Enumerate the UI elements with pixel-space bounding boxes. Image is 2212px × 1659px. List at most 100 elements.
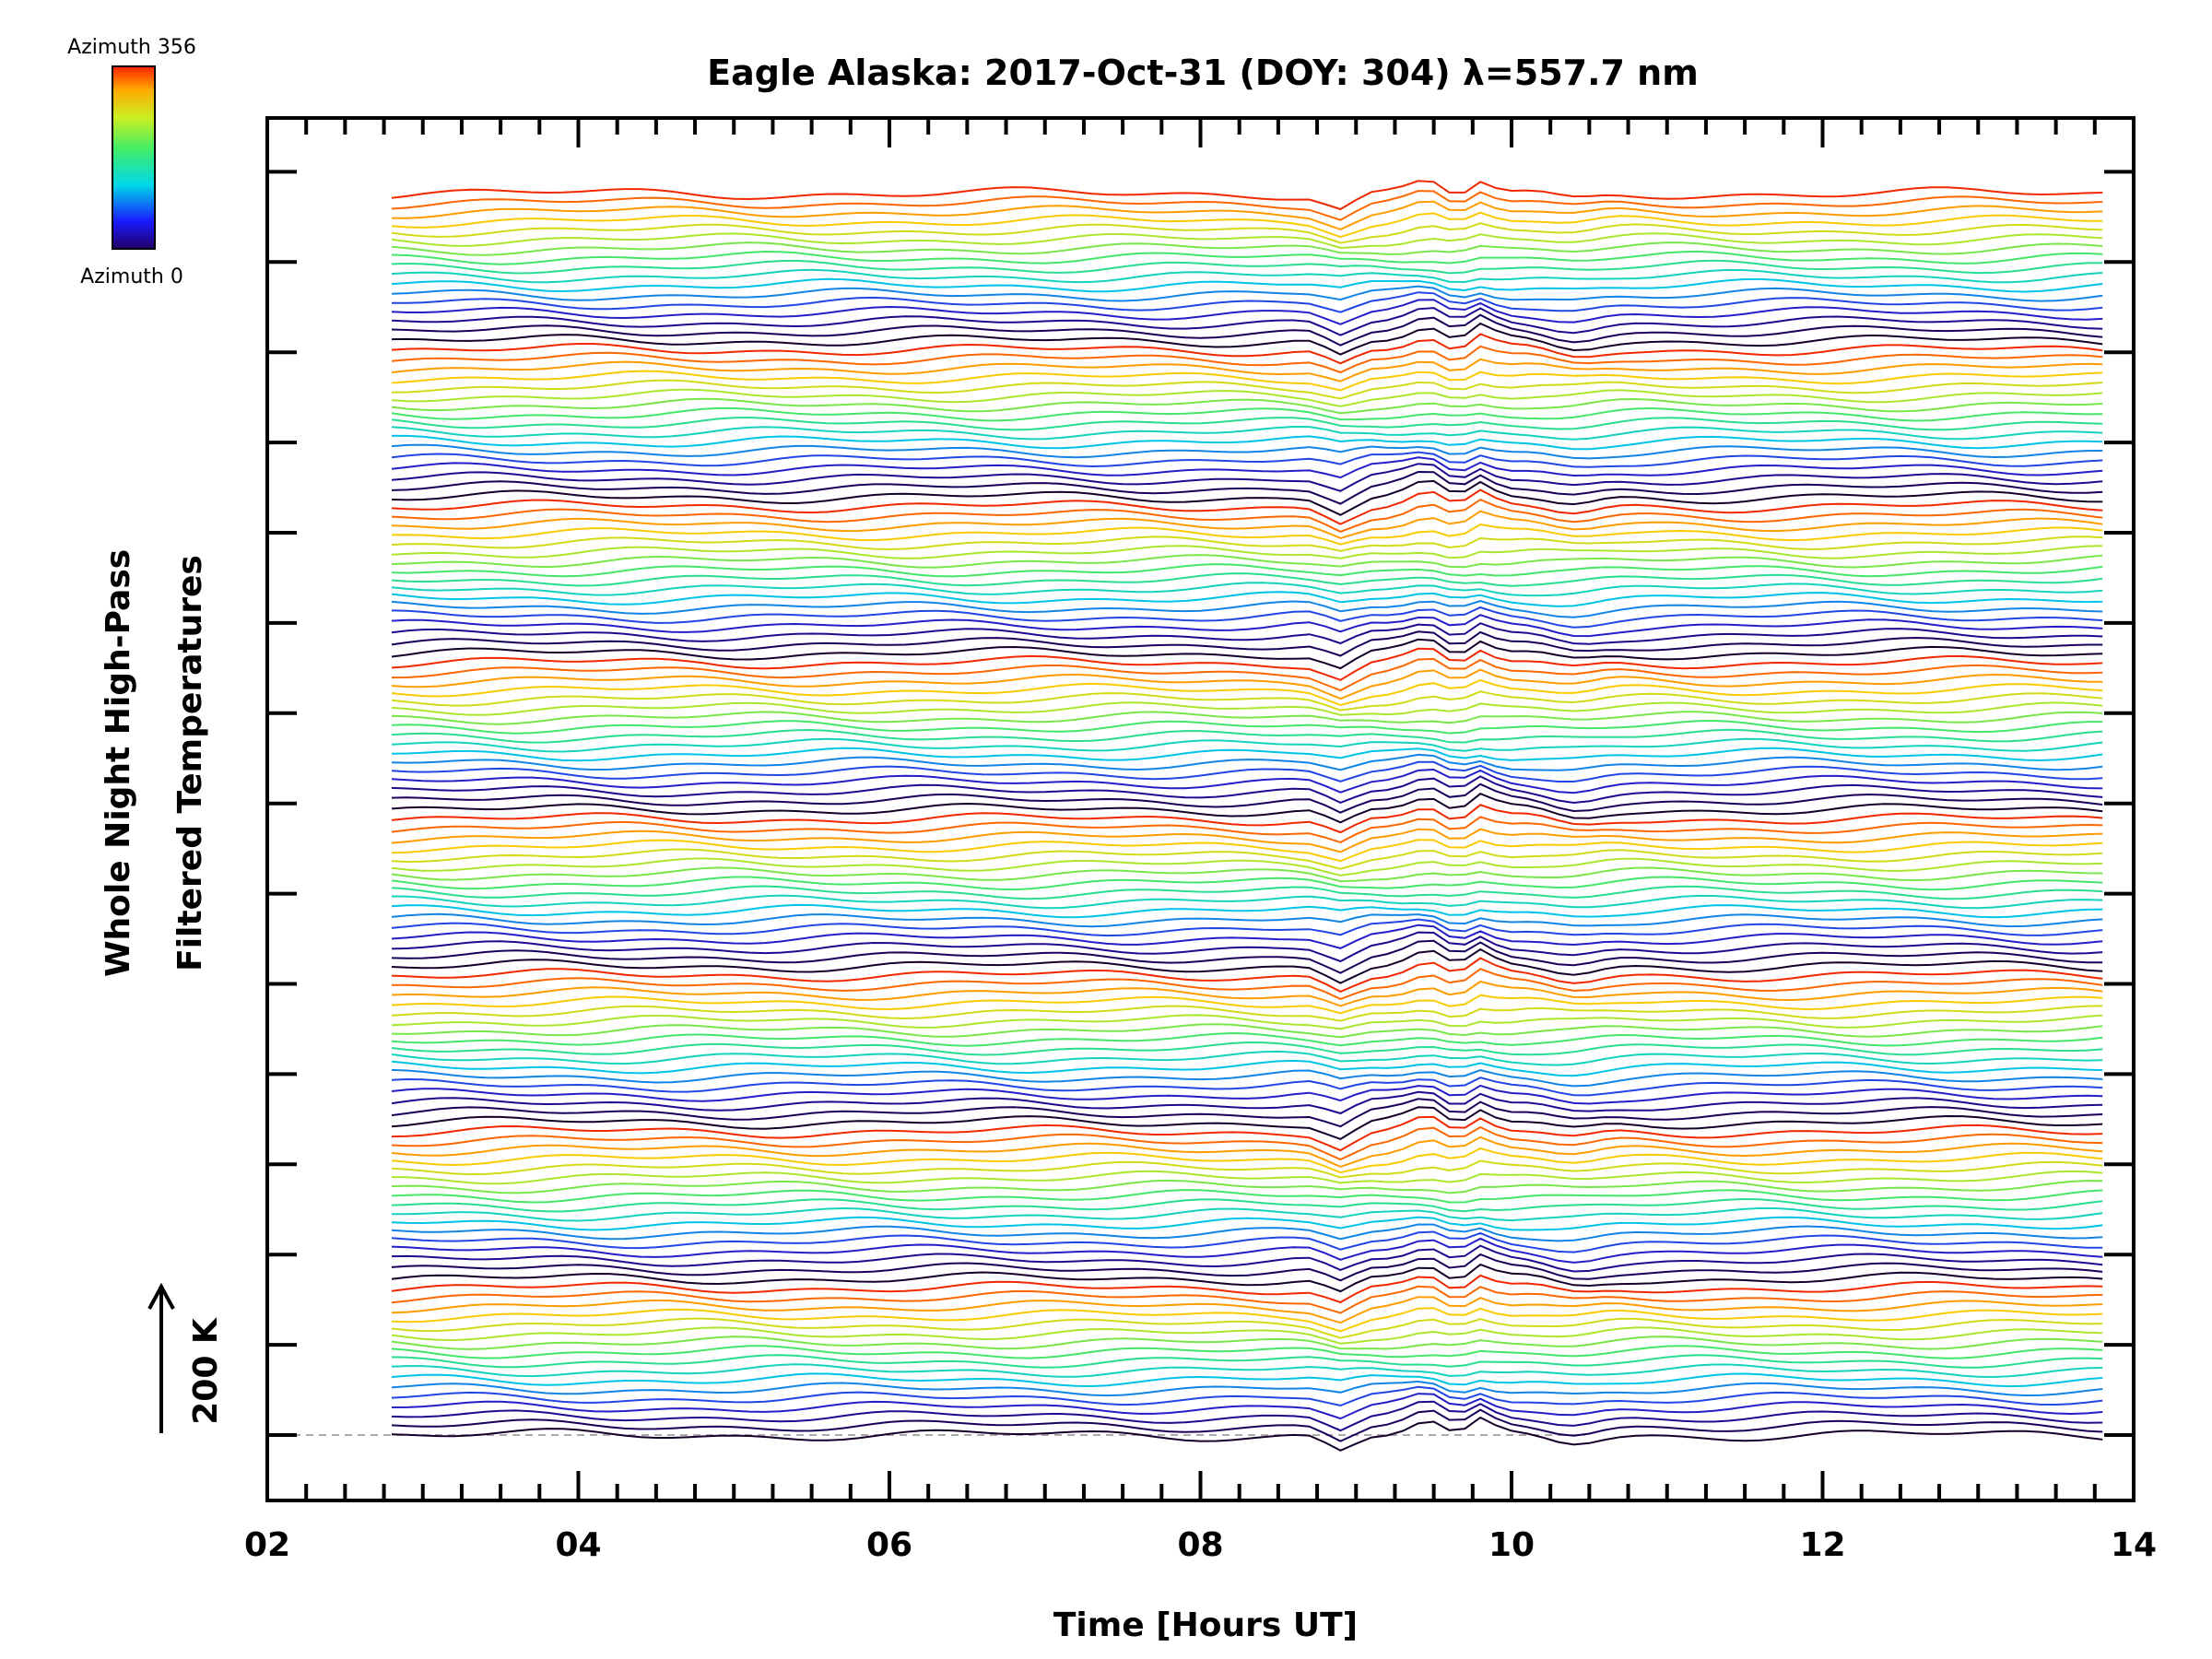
series-line (391, 1335, 2103, 1350)
series-line (391, 523, 2103, 546)
series-line (391, 885, 2103, 900)
colorbar-gradient (112, 65, 156, 250)
series-line (391, 839, 2103, 863)
series-line (391, 1077, 2103, 1097)
series-line (391, 728, 2103, 744)
series-layer (391, 180, 2103, 1452)
series-line (391, 222, 2103, 244)
plot-frame (265, 116, 2136, 1502)
scale-label: 200 K (187, 1317, 225, 1425)
series-line (391, 1050, 2103, 1066)
series-line (391, 1041, 2103, 1056)
series-line (391, 1380, 2103, 1397)
series-line (392, 291, 2103, 313)
ticks-layer: 02 04 06 08 10 12 14 (244, 118, 2157, 1564)
series-line (391, 1068, 2103, 1088)
series-line (391, 1400, 2103, 1432)
series-line (391, 1014, 2103, 1030)
series-line (391, 1197, 2103, 1213)
chart-title: Eagle Alaska: 2017-Oct-31 (DOY: 304) λ=5… (707, 53, 1699, 93)
series-line (391, 1230, 2103, 1253)
series-line (391, 510, 2103, 539)
series-line (391, 1307, 2103, 1333)
series-line (391, 760, 2103, 782)
series-line (391, 816, 2103, 843)
series-line (391, 1135, 2103, 1168)
series-line (391, 857, 2103, 877)
series-line (391, 277, 2103, 293)
series-line (391, 782, 2103, 814)
series-line (391, 190, 2103, 221)
colorbar-min-label: Azimuth 0 (80, 265, 183, 288)
series-line (391, 333, 2103, 365)
x-tick-label: 12 (1799, 1526, 1845, 1564)
series-line (391, 599, 2103, 618)
series-line (391, 232, 2103, 250)
scale-indicator: 200 K (147, 1282, 225, 1433)
series-line (391, 406, 2103, 422)
series-line (391, 1147, 2103, 1174)
series-line (391, 299, 2103, 325)
series-line (391, 488, 2103, 525)
series-line (391, 456, 2103, 479)
series-line (391, 1363, 2103, 1379)
series-line (391, 250, 2103, 265)
series-line (391, 866, 2103, 883)
series-line (391, 912, 2103, 928)
series-line (391, 968, 2103, 1000)
series-line (391, 1159, 2103, 1179)
x-tick-label: 04 (555, 1526, 601, 1564)
series-line (391, 211, 2103, 239)
colorbar: Azimuth 356 Azimuth 0 (67, 36, 196, 288)
series-line (391, 1345, 2103, 1359)
series-line (391, 313, 2103, 347)
series-line (391, 775, 2103, 805)
series-line (391, 498, 2103, 533)
x-tick-label: 02 (244, 1526, 290, 1564)
series-line (391, 1296, 2103, 1324)
series-line (391, 1408, 2103, 1442)
series-line (391, 690, 2103, 712)
series-line (391, 563, 2103, 578)
series-line (391, 268, 2103, 284)
series-line (391, 768, 2103, 794)
x-axis-label: Time [Hours UT] (1053, 1606, 1358, 1644)
series-line (391, 1031, 2103, 1047)
series-line (391, 1326, 2103, 1345)
series-line (391, 1237, 2103, 1264)
series-line (391, 701, 2103, 716)
series-line (391, 894, 2103, 910)
series-line (391, 1005, 2103, 1022)
series-line (391, 719, 2103, 735)
series-line (391, 479, 2103, 516)
series-line (391, 947, 2103, 984)
series-line (391, 572, 2103, 587)
series-line (391, 1189, 2103, 1204)
series-line (391, 180, 2103, 211)
x-tick-label: 06 (866, 1526, 912, 1564)
series-line (391, 1393, 2103, 1420)
series-line (391, 1023, 2103, 1039)
series-line (391, 711, 2103, 725)
series-line (391, 1416, 2103, 1452)
series-line (391, 1106, 2103, 1141)
series-line (391, 1216, 2103, 1231)
series-line (391, 582, 2103, 597)
series-line (391, 416, 2103, 431)
series-line (391, 957, 2103, 994)
series-line (391, 1098, 2103, 1128)
series-line (391, 1253, 2103, 1282)
series-line (391, 1179, 2103, 1194)
series-line (391, 828, 2103, 853)
series-line (391, 678, 2103, 707)
series-line (391, 554, 2103, 569)
series-line (391, 1317, 2103, 1339)
series-line (391, 259, 2103, 275)
series-line (391, 903, 2103, 919)
y-axis-label-line1: Whole Night High-Pass (100, 549, 137, 977)
series-line (391, 1223, 2103, 1242)
series-line (391, 545, 2103, 559)
series-line (391, 241, 2103, 256)
series-line (391, 1372, 2103, 1388)
